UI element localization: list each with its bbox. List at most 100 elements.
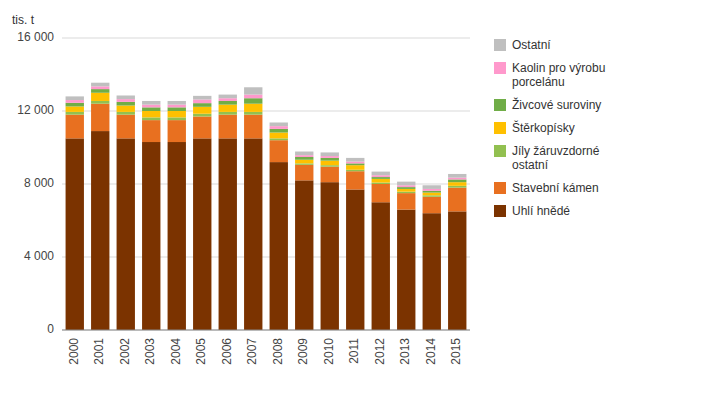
bar-segment [193,138,211,330]
bar-segment [117,102,135,106]
bar-segment [372,175,390,177]
bar-segment [193,114,211,117]
bar-segment [91,93,109,101]
bar-segment [66,106,84,111]
series [66,93,467,196]
bar-segment [244,95,262,99]
bar-segment [117,115,135,139]
bar-segment [193,116,211,138]
series [66,131,467,330]
x-tick-label: 2002 [118,338,132,365]
y-tick-labels: 04 0008 00012 00016 000 [17,30,54,336]
bar-segment [270,138,288,140]
series [66,83,467,189]
bar-segment [219,98,237,101]
x-tick-label: 2014 [424,338,438,365]
bar-segment [244,87,262,94]
x-tick-label: 2015 [449,338,463,365]
bar-segment [244,115,262,139]
bar-segment [270,126,288,129]
series [66,89,467,192]
bar-segment [168,111,186,117]
legend-swatch [494,182,506,194]
bar-segment [219,101,237,105]
legend-item: Jíly žáruvzdornéostatní [494,144,600,172]
legend-label: Jíly žáruvzdornéostatní [512,144,600,172]
bar-segment [321,165,339,166]
bar-segment [295,152,313,156]
legend-item: Štěrkopísky [494,120,575,135]
bar-segment [244,112,262,115]
bar-segment [397,187,415,189]
bar-segment [270,140,288,162]
bar-segment [346,189,364,330]
bar-segment [270,162,288,330]
x-tick-label: 2000 [67,338,81,365]
bar-segment [168,117,186,120]
bar-segment [168,105,186,108]
bar-segment [142,101,160,105]
bar-segment [142,111,160,117]
bar-segment [66,115,84,139]
x-tick-labels: 2000200120022003200420052006200720082009… [67,338,464,365]
legend-label: Živcové suroviny [512,97,601,112]
bar-segment [321,161,339,166]
bar-segment [91,89,109,93]
bar-segment [448,174,466,178]
x-tick-label: 2010 [322,338,336,365]
bar-segment [372,179,390,183]
bar-segment [193,107,211,114]
x-axis-line [62,330,470,331]
bar-segment [423,213,441,330]
bar-segment [397,185,415,187]
bar-segment [142,142,160,330]
bar-segment [372,202,390,330]
bar-segment [372,172,390,176]
legend-item: Uhlí hnědé [494,204,570,218]
legend-swatch [494,99,506,111]
bar-segment [423,189,441,191]
y-tick-label: 0 [47,322,54,336]
bar-segment [219,138,237,330]
bar-segment [321,158,339,161]
bar-segment [270,129,288,133]
bar-segment [91,101,109,104]
bar-segment [219,115,237,139]
y-tick-label: 12 000 [17,103,54,117]
bar-segment [91,86,109,89]
bar-segment [397,189,415,192]
bar-segment [423,193,441,196]
x-tick-label: 2007 [245,338,259,365]
bar-segment [193,103,211,107]
bar-segment [193,100,211,104]
bar-segment [295,163,313,164]
bar-segment [295,155,313,157]
x-tick-label: 2013 [398,338,412,365]
legend-label: Štěrkopísky [512,120,575,135]
bar-segment [321,167,339,183]
bar-segment [142,107,160,111]
series [66,86,467,190]
legend-label: Uhlí hnědé [512,204,570,218]
bar-segment [219,95,237,99]
bar-segment [397,210,415,330]
bar-segment [168,120,186,142]
bar-segment [397,182,415,186]
bar-segment [346,162,364,164]
x-tick-label: 2006 [220,338,234,365]
legend-swatch [494,62,506,74]
bar-segment [295,180,313,330]
x-tick-label: 2004 [169,338,183,365]
x-tick-label: 2009 [296,338,310,365]
chart: 04 0008 00012 00016 00020002001200220032… [0,0,725,398]
bar-segment [397,192,415,193]
bar-segment [244,98,262,103]
x-tick-label: 2008 [271,338,285,365]
bar-segment [295,165,313,181]
bar-segment [448,186,466,188]
bar-segment [423,191,441,193]
legend-swatch [494,122,506,134]
bar-segment [66,96,84,100]
grid-line [62,38,470,39]
x-tick-label: 2001 [92,338,106,365]
